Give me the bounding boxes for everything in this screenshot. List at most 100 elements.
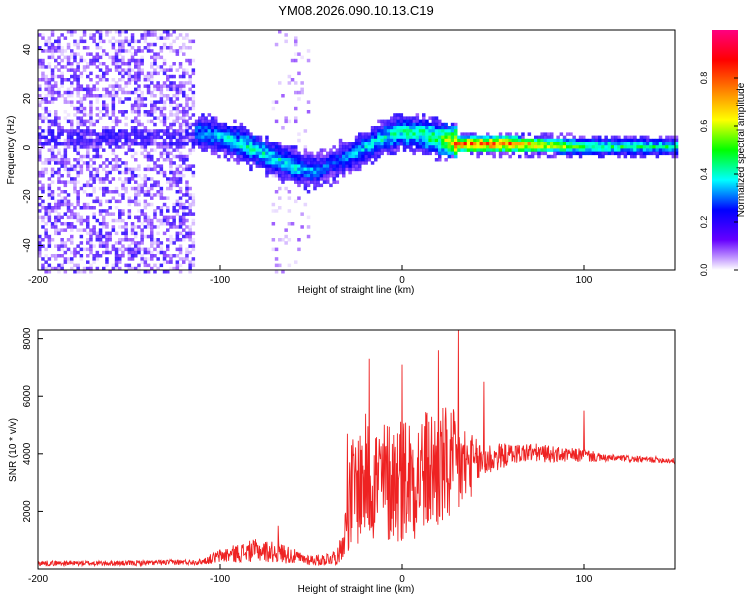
spectrogram-cell [146,190,151,194]
spectrogram-cell [226,138,231,143]
spectrogram-cell [182,215,186,220]
spectrogram-cell [143,39,148,44]
spectrogram-cell [652,142,656,146]
spectrogram-cell [543,151,548,156]
spectrogram-cell [345,145,349,149]
spectrogram-cell [82,228,87,232]
spectrogram-cell [182,234,186,239]
spectrogram-cell [60,174,64,178]
spectrogram-cell [79,103,84,108]
spectrogram-cell [143,78,148,82]
spectrogram-cell [278,148,282,152]
spectrogram-cell [274,167,279,172]
spectrogram-cell [530,151,535,156]
spectrogram-cell [191,138,196,143]
spectrogram-cell [41,65,45,69]
spectrogram-cell [47,49,52,53]
spectrogram-cell [140,68,144,72]
spectrogram-cell [82,113,87,117]
spectrogram-cell [601,148,605,152]
spectrogram-cell [118,238,122,242]
spectrogram-cell [89,78,93,82]
spectrogram-cell [322,167,327,172]
spectrogram-cell [620,138,624,143]
spectrogram-cell [370,135,375,140]
spectrogram-cell [150,238,154,242]
x-tick-label: 0 [399,574,405,585]
spectrogram-cell [271,154,276,159]
spectrogram-cell [54,266,58,271]
spectrogram-cell [393,116,397,120]
spectrogram-cell [223,142,228,146]
spectrogram-cell [434,151,439,156]
spectrogram-cell [242,129,247,133]
spectrogram-cell [521,135,525,140]
spectrogram-cell [185,142,189,146]
spectrogram-cell [44,158,48,162]
spectrogram-cell [169,254,173,258]
spectrogram-cell [178,218,183,223]
spectrogram-cell [95,151,100,156]
spectrogram-cell [73,113,77,117]
spectrogram-cell [150,228,154,232]
spectrogram-cell [607,148,612,152]
spectrogram-cell [121,129,125,133]
spectrogram-cell [146,78,151,82]
spectrogram-cell [134,74,138,79]
spectrogram-cell [489,142,493,146]
spectrogram-cell [562,142,567,146]
spectrogram-cell [118,170,122,175]
spectrogram-cell [182,46,186,50]
spectrogram-cell [271,100,276,104]
spectrogram-cell [438,135,442,140]
spectrogram-cell [137,186,141,191]
spectrogram-cell [63,100,68,104]
spectrogram-cell [447,138,452,143]
spectrogram-cell [153,55,157,60]
spectrogram-cell [54,199,58,204]
spectrogram-cell [310,151,314,156]
spectrogram-cell [166,94,170,98]
spectrogram-cell [57,215,61,220]
spectrogram-cell [57,186,61,191]
spectrogram-cell [92,55,96,60]
spectrogram-cell [390,142,394,146]
spectrogram-cell [114,81,119,85]
spectrogram-cell [217,145,221,149]
spectrogram-cell [127,177,132,181]
spectrogram-cell [86,62,90,66]
spectrogram-cell [140,234,144,239]
spectrogram-cell [434,138,439,143]
spectrogram-cell [662,138,666,143]
spectrogram-cell [79,218,84,223]
spectrogram-cell [498,145,503,149]
spectrogram-cell [498,142,503,146]
spectrogram-cell [495,142,500,146]
spectrogram-cell [86,231,90,236]
spectrogram-cell [374,145,378,149]
spectrogram-cell [89,270,93,274]
spectrogram-cell [316,167,320,172]
spectrogram-cell [217,122,221,127]
spectrogram-cell [172,177,176,181]
spectrogram-cell [553,145,557,149]
spectrogram-cell [306,167,311,172]
spectrogram-cell [44,110,48,114]
spectrogram-cell [50,190,55,194]
spectrogram-cell [153,103,157,108]
spectrogram-cell [188,87,192,92]
spectrogram-cell [514,138,519,143]
spectrogram-cell [63,180,68,184]
spectrogram-cell [178,215,183,220]
spectrogram-cell [102,167,106,172]
spectrogram-cell [146,87,151,92]
spectrogram-cell [38,84,42,88]
spectrogram-cell [41,135,45,140]
spectrogram-cell [159,193,164,197]
spectrogram-cell [246,154,250,159]
spectrogram-cell [111,78,116,82]
spectrogram-cell [396,129,400,133]
spectrogram-cell [630,142,634,146]
spectrogram-cell [114,65,119,69]
